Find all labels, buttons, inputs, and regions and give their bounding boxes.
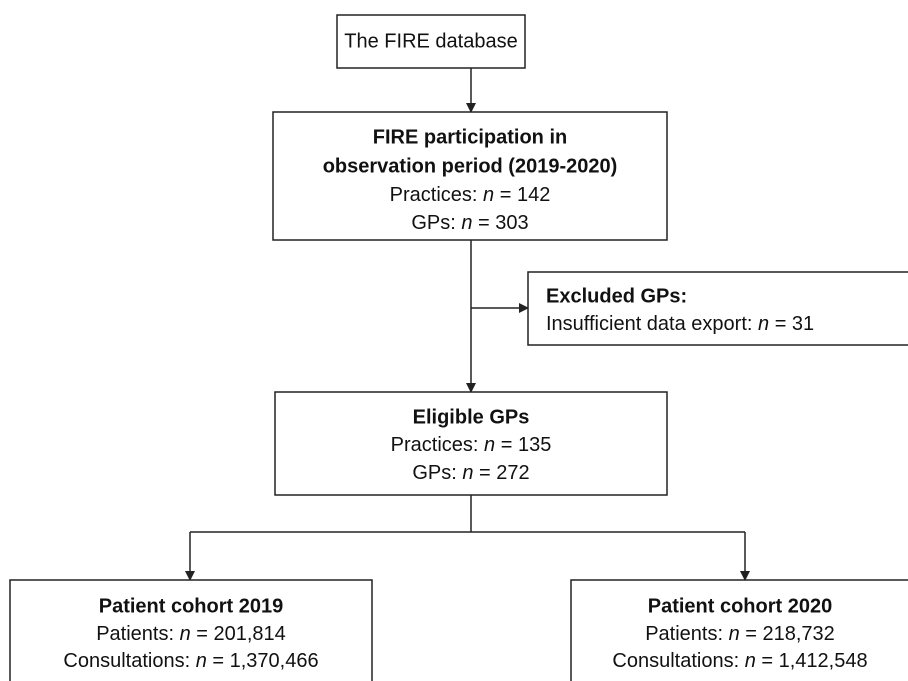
box-title: The FIRE database	[344, 30, 517, 52]
box-title: Patient cohort 2019	[99, 595, 284, 617]
box-line: Insufficient data export: n = 31	[546, 313, 814, 335]
symbol: n	[462, 462, 473, 484]
label: GPs:	[411, 212, 455, 234]
value: = 142	[500, 184, 551, 206]
box-line: Consultations: n = 1,412,548	[612, 650, 867, 672]
box-line: GPs: n = 303	[411, 212, 528, 234]
symbol: n	[180, 623, 191, 645]
label: Consultations:	[63, 650, 190, 672]
value: = 135	[501, 434, 552, 456]
symbol: n	[484, 434, 495, 456]
symbol: n	[461, 212, 472, 234]
value: = 1,412,548	[761, 650, 867, 672]
box	[272, 111, 668, 241]
box-title: Excluded GPs:	[546, 285, 687, 307]
box	[527, 271, 908, 346]
label: Patients:	[96, 623, 174, 645]
box-title: observation period (2019-2020)	[323, 155, 618, 177]
box-line: Practices: n = 135	[391, 434, 552, 456]
box-title: FIRE participation in	[373, 126, 567, 148]
box-line: Consultations: n = 1,370,466	[63, 650, 318, 672]
value: = 201,814	[196, 623, 286, 645]
label: Insufficient data export:	[546, 313, 752, 335]
label: Consultations:	[612, 650, 739, 672]
symbol: n	[729, 623, 740, 645]
value: = 218,732	[745, 623, 835, 645]
box	[570, 579, 908, 681]
value: = 303	[478, 212, 529, 234]
box-line: Practices: n = 142	[390, 184, 551, 206]
box-line: Patients: n = 201,814	[96, 623, 286, 645]
symbol: n	[758, 313, 769, 335]
box-title: Eligible GPs	[413, 406, 530, 428]
symbol: n	[483, 184, 494, 206]
box	[274, 391, 668, 496]
box-line: GPs: n = 272	[412, 462, 529, 484]
symbol: n	[745, 650, 756, 672]
label: GPs:	[412, 462, 456, 484]
box-title: Patient cohort 2020	[648, 595, 833, 617]
label: Practices:	[390, 184, 478, 206]
value: = 272	[479, 462, 530, 484]
value: = 1,370,466	[212, 650, 318, 672]
box	[336, 14, 526, 69]
box-line: Patients: n = 218,732	[645, 623, 835, 645]
label: Patients:	[645, 623, 723, 645]
value: = 31	[775, 313, 814, 335]
box	[9, 579, 373, 681]
label: Practices:	[391, 434, 479, 456]
symbol: n	[196, 650, 207, 672]
